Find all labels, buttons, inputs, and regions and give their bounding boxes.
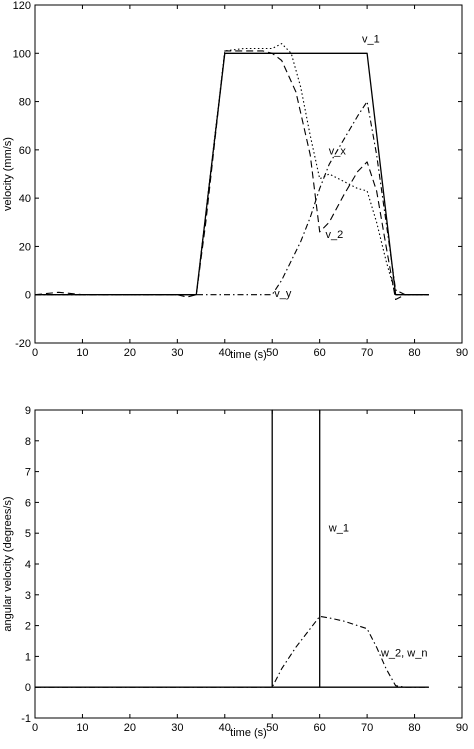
- y-axis-label: velocity (mm/s): [2, 137, 14, 211]
- x-tick-label: 70: [361, 347, 373, 359]
- x-tick-label: 70: [361, 722, 373, 734]
- x-tick-label: 10: [76, 347, 88, 359]
- x-tick-label: 80: [408, 347, 420, 359]
- x-tick-label: 40: [219, 722, 231, 734]
- x-tick-label: 50: [266, 347, 278, 359]
- x-axis-label: time (s): [230, 349, 267, 361]
- series-annotation: v_2: [325, 229, 343, 241]
- x-tick-label: 50: [266, 722, 278, 734]
- y-tick-label: 8: [25, 436, 31, 448]
- x-tick-label: 30: [171, 722, 183, 734]
- series-annotation: w_2, w_n: [380, 647, 427, 659]
- x-tick-label: 60: [314, 347, 326, 359]
- y-tick-label: 3: [25, 590, 31, 602]
- x-tick-label: 20: [124, 722, 136, 734]
- y-tick-label: 0: [25, 290, 31, 302]
- y-tick-label: -1: [21, 713, 31, 725]
- y-tick-label: 40: [19, 193, 31, 205]
- x-tick-label: 40: [219, 347, 231, 359]
- x-tick-label: 0: [32, 722, 38, 734]
- series-line-v-y: [35, 101, 429, 296]
- y-tick-label: 9: [25, 405, 31, 417]
- y-tick-label: 7: [25, 467, 31, 479]
- series-line-v-2: [34, 50, 429, 301]
- y-tick-label: 20: [19, 241, 31, 253]
- x-tick-label: 30: [171, 347, 183, 359]
- series-annotation: v_x: [329, 146, 347, 158]
- y-tick-label: 6: [25, 497, 31, 509]
- x-tick-label: 10: [76, 722, 88, 734]
- series-line-v-1: [35, 52, 429, 296]
- series-annotation: v_1: [362, 33, 380, 45]
- y-tick-label: 1: [25, 651, 31, 663]
- x-tick-label: 60: [314, 722, 326, 734]
- x-tick-label: 20: [124, 347, 136, 359]
- series-line-w-2-w-n: [35, 615, 429, 688]
- series-annotation: v_y: [274, 288, 292, 300]
- x-tick-label: 0: [32, 347, 38, 359]
- y-tick-label: -20: [15, 338, 31, 350]
- y-tick-label: 60: [19, 145, 31, 157]
- series-annotation: w_1: [328, 523, 349, 535]
- y-tick-label: 0: [25, 682, 31, 694]
- y-tick-label: 2: [25, 621, 31, 633]
- y-tick-label: 5: [25, 528, 31, 540]
- y-tick-label: 80: [19, 97, 31, 109]
- series-line-v-x: [35, 43, 429, 296]
- y-tick-label: 120: [13, 0, 31, 12]
- x-tick-label: 90: [456, 722, 468, 734]
- plot-frame: [34, 4, 463, 344]
- y-tick-label: 100: [13, 48, 31, 60]
- x-tick-label: 90: [456, 347, 468, 359]
- y-axis-label: angular velocity (degrees/s): [2, 496, 14, 631]
- plot-frame: [34, 409, 463, 719]
- x-axis-label: time (s): [230, 727, 267, 739]
- x-tick-label: 80: [408, 722, 420, 734]
- velocity-chart: 0 10 20 30 40 50 60 70 80 90-20020406080100120tim…: [2, 0, 468, 361]
- series-line-w-1: [35, 409, 429, 688]
- y-tick-label: 4: [25, 559, 31, 571]
